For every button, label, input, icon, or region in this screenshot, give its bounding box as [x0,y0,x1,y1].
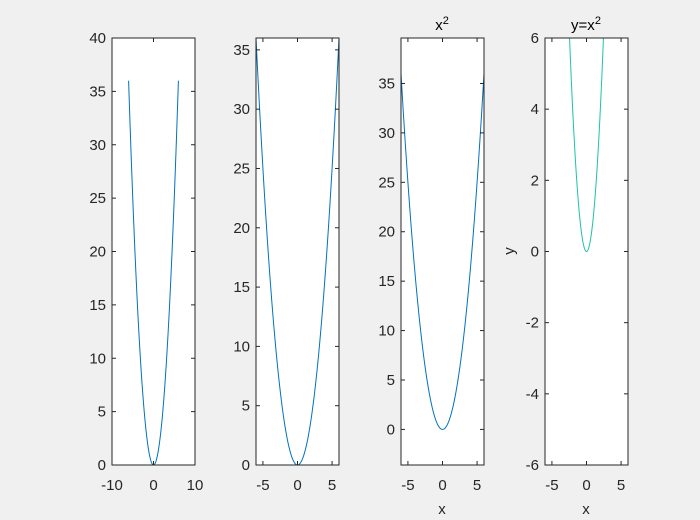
axes-4-series-line [569,38,604,253]
y-tick-label: 30 [233,101,250,118]
axes-1[interactable]: -10 0 10 0 5 10 15 20 25 30 35 40 [89,30,203,494]
y-tick-label: 30 [89,137,106,154]
y-tick-label: 35 [233,42,250,59]
y-tick-label: 0 [531,244,539,261]
x-tick-label: 0 [293,477,301,494]
y-tick-label: 0 [242,457,250,474]
x-tick-label: -10 [101,477,123,494]
y-tick-label: -4 [526,386,539,403]
axes-4-title-base: y=x [571,17,595,34]
x-tick-label: -5 [401,477,414,494]
x-tick-label: 0 [438,477,446,494]
axes-3-series-line [401,73,484,430]
axes-2-background [256,38,339,465]
axes-4-title-superscript: 2 [595,15,601,27]
y-tick-label: 0 [98,457,106,474]
axes-1-background [112,38,195,465]
axes-3-title-base: x [435,17,443,34]
axes-2-plot [256,38,339,465]
y-tick-label: 0 [387,421,395,438]
y-tick-label: 5 [98,404,106,421]
y-tick-label: 25 [89,190,106,207]
y-tick-label: 5 [242,398,250,415]
axes-4-plot [569,38,604,253]
axes-4-title: y=x2 [571,15,601,34]
axes-2-ticks: -5 0 5 0 5 10 15 20 25 30 35 [233,38,339,494]
axes-3-title: x2 [435,15,449,34]
axes-1-ticks: -10 0 10 0 5 10 15 20 25 30 35 40 [89,30,203,494]
x-tick-label: -5 [256,477,269,494]
x-tick-label: 5 [617,477,625,494]
y-tick-label: -2 [526,315,539,332]
axes-4-ylabel: y [501,247,518,255]
y-tick-label: 40 [89,30,106,47]
y-tick-label: 25 [233,160,250,177]
x-tick-label: 5 [328,477,336,494]
axes-3-xlabel: x [438,501,446,518]
y-tick-label: 2 [531,172,539,189]
x-tick-label: 0 [582,477,590,494]
y-tick-label: 15 [89,297,106,314]
x-tick-label: -5 [545,477,558,494]
y-tick-label: 4 [531,101,539,118]
y-tick-label: 10 [378,323,395,340]
y-tick-label: 10 [89,350,106,367]
x-tick-label: 10 [187,477,204,494]
y-tick-label: -6 [526,457,539,474]
axes-2[interactable]: -5 0 5 0 5 10 15 20 25 30 35 [233,37,340,494]
x-tick-label: 5 [473,477,481,494]
axes-3-background [401,38,484,465]
y-tick-label: 15 [378,273,395,290]
y-tick-label: 20 [378,224,395,241]
axes-4-ticks: -5 0 5 -6 -4 -2 0 2 4 6 [526,30,628,494]
y-tick-label: 15 [233,279,250,296]
y-tick-label: 5 [387,372,395,389]
axes-1-series-line [128,80,179,465]
y-tick-label: 30 [378,125,395,142]
axes-2-series-line [256,38,339,465]
axes-4-xlabel: x [582,501,590,518]
y-tick-label: 20 [233,220,250,237]
y-tick-label: 10 [233,338,250,355]
y-tick-label: 6 [531,30,539,47]
axes-3-title-superscript: 2 [443,15,449,27]
axes-1-plot [128,80,179,465]
axes-3-plot [401,73,484,430]
y-tick-label: 25 [378,174,395,191]
axes-3-ticks: -5 0 5 0 5 10 15 20 25 30 35 [378,38,484,494]
y-tick-label: 35 [378,75,395,92]
x-tick-label: 0 [149,477,157,494]
y-tick-label: 20 [89,244,106,261]
y-tick-label: 35 [89,83,106,100]
